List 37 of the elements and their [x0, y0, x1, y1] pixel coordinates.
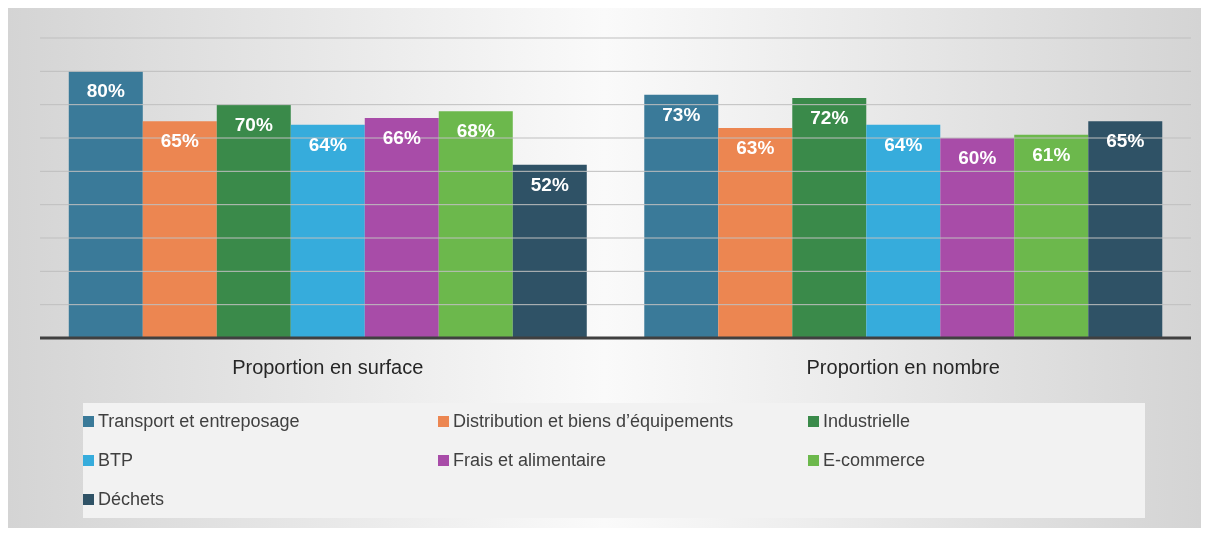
- x-tick-label: Proportion en nombre: [806, 356, 1000, 379]
- data-label: 72%: [810, 107, 849, 128]
- legend-label: Déchets: [98, 489, 165, 510]
- bar: [1014, 134, 1089, 338]
- legend-label: Transport et entreposage: [98, 411, 300, 432]
- bar: [866, 124, 941, 338]
- bar: [718, 128, 793, 338]
- legend-label: Frais et alimentaire: [453, 450, 607, 471]
- legend-label: BTP: [98, 450, 134, 471]
- data-label: 63%: [736, 137, 775, 158]
- data-label: 65%: [160, 130, 199, 152]
- legend-label: Distribution et biens d’équipements: [453, 411, 734, 432]
- legend-label: Industrielle: [823, 411, 911, 432]
- bar: [512, 164, 587, 338]
- bar: [792, 98, 867, 338]
- data-label: 68%: [456, 120, 495, 142]
- data-label: 60%: [958, 147, 997, 168]
- data-label: 73%: [662, 103, 701, 125]
- bar: [290, 124, 365, 338]
- data-label: 52%: [530, 173, 569, 195]
- bar: [940, 138, 1015, 338]
- bar: [216, 104, 291, 338]
- legend-label: E-commerce: [823, 450, 926, 471]
- bar: [142, 121, 217, 338]
- data-label: 66%: [382, 127, 421, 148]
- bar: [68, 71, 143, 338]
- data-label: 61%: [1032, 143, 1071, 165]
- data-label: 80%: [86, 80, 125, 102]
- bar: [644, 94, 719, 338]
- data-label: 65%: [1106, 130, 1145, 152]
- data-label: 64%: [884, 133, 923, 155]
- data-label: 70%: [234, 113, 273, 135]
- data-label: 64%: [308, 133, 347, 155]
- x-tick-label: Proportion en surface: [232, 356, 424, 379]
- bar: [1088, 121, 1163, 338]
- bar: [438, 111, 513, 338]
- bar: [364, 118, 439, 338]
